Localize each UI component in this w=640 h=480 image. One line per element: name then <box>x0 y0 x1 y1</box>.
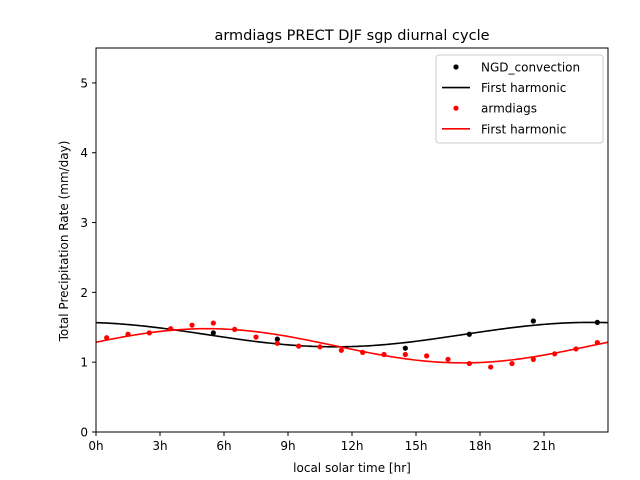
data-point-2-9 <box>296 343 302 349</box>
data-point-2-14 <box>402 351 408 358</box>
x-axis-label: local solar time [hr] <box>293 461 411 475</box>
legend-marker-2 <box>453 105 459 111</box>
data-point-2-16 <box>445 356 451 362</box>
y-tick-label: 3 <box>80 216 88 230</box>
data-point-2-10 <box>317 344 323 350</box>
data-point-2-13 <box>381 351 387 358</box>
data-point-2-18 <box>488 364 494 370</box>
x-tick-label: 12h <box>341 439 364 453</box>
data-point-2-3 <box>168 326 174 332</box>
legend-marker-0 <box>453 64 459 70</box>
x-tick-label: 3h <box>152 439 167 453</box>
legend-label-2: armdiags <box>481 102 537 116</box>
harmonic-line-3 <box>95 327 609 364</box>
data-point-2-21 <box>552 351 558 357</box>
y-tick-label: 1 <box>80 356 88 370</box>
y-tick-label: 5 <box>80 76 88 90</box>
y-tick-label: 0 <box>80 426 88 440</box>
x-tick-label: 0h <box>88 439 103 453</box>
data-point-0-3 <box>466 331 472 337</box>
data-point-2-17 <box>466 360 472 367</box>
harmonic-line-1 <box>95 321 609 348</box>
data-point-2-22 <box>573 346 579 352</box>
data-point-2-2 <box>146 330 152 336</box>
data-point-0-4 <box>530 318 536 324</box>
data-point-0-5 <box>594 319 600 325</box>
data-point-2-8 <box>274 340 280 346</box>
x-tick-label: 18h <box>469 439 492 453</box>
legend-box <box>435 54 604 144</box>
chart-title: armdiags PRECT DJF sgp diurnal cycle <box>214 28 489 44</box>
data-point-0-2 <box>402 345 408 351</box>
data-point-2-12 <box>360 349 366 356</box>
y-tick-label: 2 <box>80 286 88 300</box>
legend-label-1: First harmonic <box>481 81 566 95</box>
data-point-2-11 <box>338 347 344 353</box>
x-tick-label: 21h <box>533 439 556 453</box>
data-point-2-5 <box>210 320 216 326</box>
data-point-2-1 <box>125 331 131 337</box>
data-point-2-0 <box>104 335 110 341</box>
legend-label-0: NGD_convection <box>481 61 580 75</box>
data-point-2-7 <box>253 334 259 340</box>
x-tick-label: 6h <box>216 439 231 453</box>
data-point-2-20 <box>530 356 536 362</box>
data-point-0-1 <box>274 336 280 342</box>
data-point-0-0 <box>210 330 216 336</box>
x-tick-label: 15h <box>405 439 428 453</box>
y-tick-label: 4 <box>80 146 88 160</box>
data-point-2-15 <box>424 353 430 359</box>
data-point-2-6 <box>232 326 238 332</box>
y-axis-label: Total Precipitation Rate (mm/day) <box>57 141 71 343</box>
data-point-2-23 <box>594 340 600 346</box>
data-point-2-4 <box>189 322 195 328</box>
legend-label-3: First harmonic <box>481 122 566 136</box>
x-tick-label: 9h <box>280 439 295 453</box>
data-point-2-19 <box>509 360 515 367</box>
